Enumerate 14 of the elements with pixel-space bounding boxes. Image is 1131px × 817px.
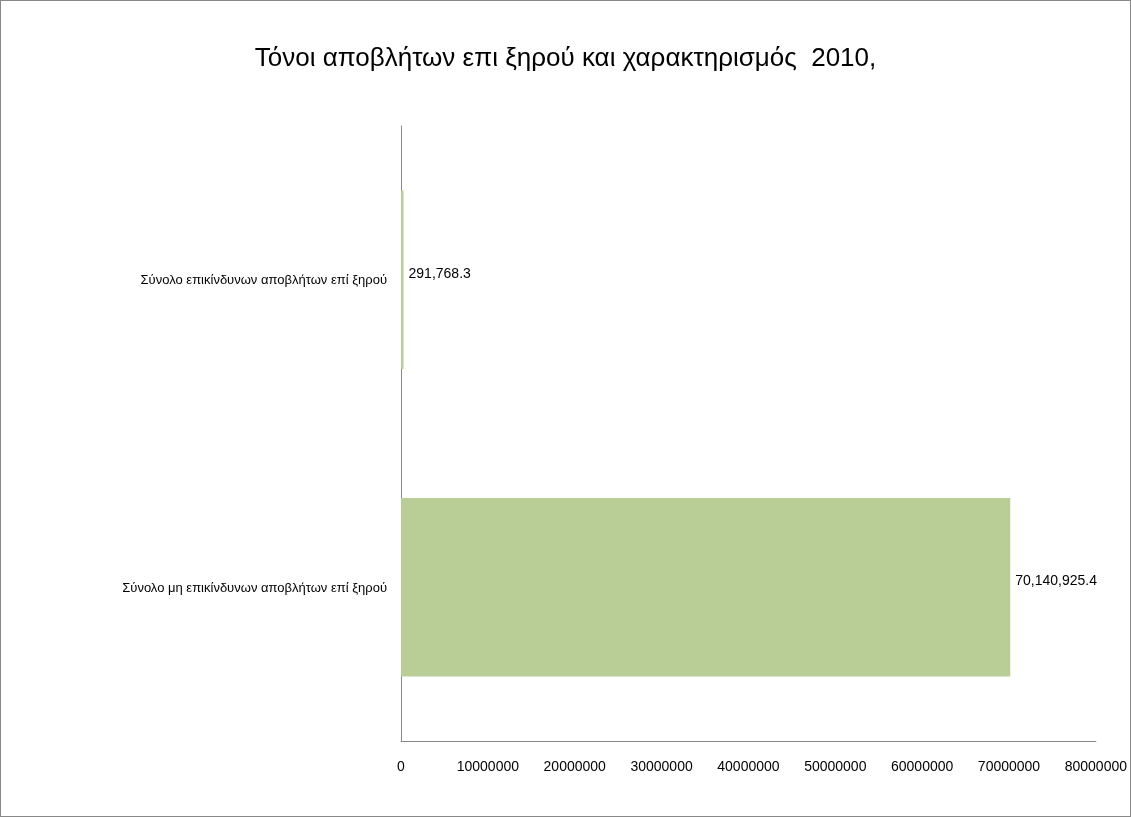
x-tick-label: 0 bbox=[397, 758, 406, 774]
x-tick-label: 10000000 bbox=[456, 758, 520, 774]
x-tick-label: 80000000 bbox=[1064, 758, 1128, 774]
data-label: 70,140,925.4 bbox=[1015, 572, 1098, 589]
x-tick-label: 20000000 bbox=[543, 758, 607, 774]
y-tick-label: Σύνολο επικίνδυνων αποβλήτων επί ξηρού bbox=[140, 272, 387, 288]
x-tick-label: 40000000 bbox=[717, 758, 780, 774]
x-tick-label: 50000000 bbox=[804, 758, 867, 774]
data-label: 291,768.3 bbox=[408, 264, 472, 281]
x-tick-label: 70000000 bbox=[977, 758, 1041, 774]
y-tick-label: Σύνολο μη επικίνδυνων αποβλήτων επί ξηρού bbox=[122, 579, 387, 595]
x-tick-label: 60000000 bbox=[890, 758, 954, 774]
chart-title: Τόνοι αποβλήτων επι ξηρού και χαρακτηρισμός 2010, bbox=[254, 42, 877, 72]
x-tick-label: 30000000 bbox=[630, 758, 693, 774]
